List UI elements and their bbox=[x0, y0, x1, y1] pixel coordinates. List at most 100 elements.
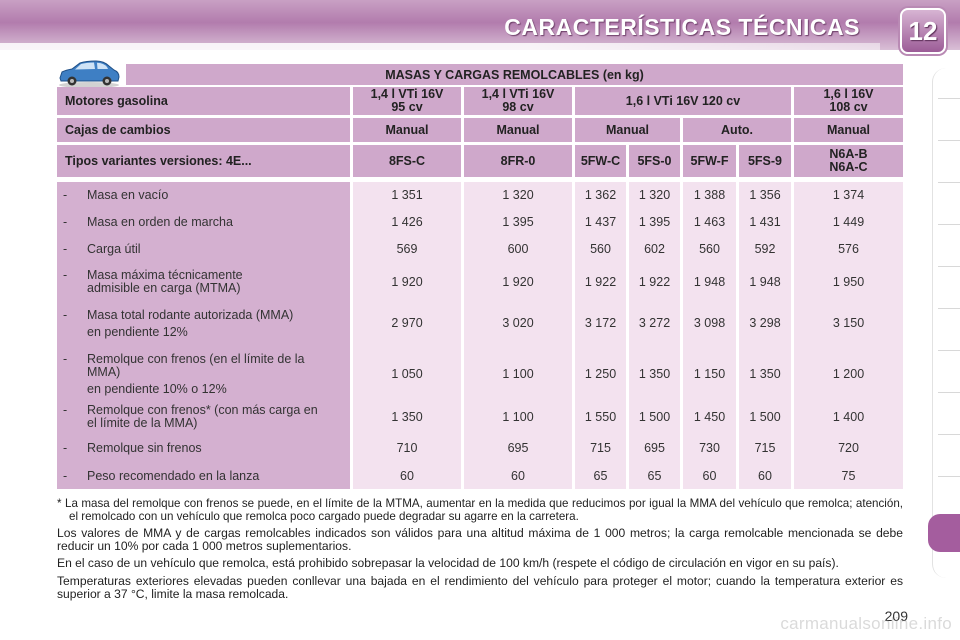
car-icon bbox=[59, 60, 120, 88]
table-cell: 1 362 bbox=[575, 182, 629, 209]
table-cell: 3 172 bbox=[575, 301, 629, 346]
table-cell: 1 350 bbox=[739, 346, 794, 402]
table-cell: 1 400 bbox=[794, 402, 903, 432]
page-number: 209 bbox=[884, 608, 908, 624]
row-label: - Remolque sin frenos bbox=[57, 432, 353, 464]
row-label: - Masa máxima técnicamente admisible en c… bbox=[57, 263, 353, 301]
gearbox-cell: Manual bbox=[464, 118, 575, 142]
side-tab[interactable] bbox=[938, 140, 960, 141]
row-label: - Carga útil bbox=[57, 236, 353, 263]
table-cell: 1 920 bbox=[464, 263, 575, 301]
row-label: - Masa en orden de marcha bbox=[57, 209, 353, 236]
table-cell: 1 395 bbox=[464, 209, 575, 236]
table-cell: 3 150 bbox=[794, 301, 903, 346]
header-band bbox=[0, 0, 960, 50]
table-cell: 720 bbox=[794, 432, 903, 464]
side-tab[interactable] bbox=[938, 308, 960, 309]
table-row: - Carga útil 569 600 560 602 560 592 576 bbox=[57, 236, 903, 263]
side-tab[interactable] bbox=[938, 98, 960, 99]
table-cell: 1 449 bbox=[794, 209, 903, 236]
variants-label: Tipos variantes versiones: 4E... bbox=[57, 145, 353, 177]
row-label: - Peso recomendado en la lanza bbox=[57, 464, 353, 489]
watermark: carmanualsonline.info bbox=[780, 614, 952, 633]
table-cell: 695 bbox=[464, 432, 575, 464]
table-cell: 730 bbox=[683, 432, 739, 464]
side-tab-strip bbox=[932, 68, 960, 578]
table-cell: 60 bbox=[353, 464, 464, 489]
table-caption: MASAS Y CARGAS REMOLCABLES (en kg) bbox=[126, 64, 903, 85]
table-cell: 1 948 bbox=[683, 263, 739, 301]
table-cell: 3 272 bbox=[629, 301, 683, 346]
table-cell: 576 bbox=[794, 236, 903, 263]
note-paragraph: Temperaturas exteriores elevadas pueden … bbox=[57, 573, 903, 601]
gearbox-cell: Manual bbox=[794, 118, 903, 142]
table-cell: 1 388 bbox=[683, 182, 739, 209]
variants-row: Tipos variantes versiones: 4E... 8FS-C 8… bbox=[57, 145, 903, 177]
engine-header: 1,4 l VTi 16V 95 cv bbox=[353, 87, 464, 115]
variant-cell: N6A-B N6A-C bbox=[794, 145, 903, 177]
table-cell: 602 bbox=[629, 236, 683, 263]
table-cell: 1 395 bbox=[629, 209, 683, 236]
table-cell: 65 bbox=[629, 464, 683, 489]
table-row: - Masa en vacío 1 351 1 320 1 362 1 320 1… bbox=[57, 182, 903, 209]
chapter-badge[interactable]: 12 bbox=[900, 8, 946, 54]
side-tab[interactable] bbox=[938, 476, 960, 477]
variant-cell: 5FS-9 bbox=[739, 145, 794, 177]
table-cell: 569 bbox=[353, 236, 464, 263]
row-label: - Masa total rodante autorizada (MMA) en p… bbox=[57, 301, 353, 346]
table-cell: 60 bbox=[739, 464, 794, 489]
side-tab[interactable] bbox=[938, 434, 960, 435]
table-cell: 1 320 bbox=[464, 182, 575, 209]
side-tab[interactable] bbox=[938, 182, 960, 183]
notes-section: * La masa del remolque con frenos se pue… bbox=[57, 497, 903, 605]
side-tab[interactable] bbox=[938, 392, 960, 393]
table-cell: 1 100 bbox=[464, 402, 575, 432]
table-cell: 1 463 bbox=[683, 209, 739, 236]
table-cell: 592 bbox=[739, 236, 794, 263]
gearbox-cell: Manual bbox=[575, 118, 683, 142]
gearbox-label: Cajas de cambios bbox=[57, 118, 353, 142]
row-label: - Masa en vacío bbox=[57, 182, 353, 209]
side-tab[interactable] bbox=[938, 266, 960, 267]
table-cell: 1 426 bbox=[353, 209, 464, 236]
table-cell: 1 450 bbox=[683, 402, 739, 432]
engine-header: 1,6 l VTi 16V 120 cv bbox=[575, 87, 794, 115]
table-cell: 1 050 bbox=[353, 346, 464, 402]
table-cell: 1 351 bbox=[353, 182, 464, 209]
table-cell: 1 920 bbox=[353, 263, 464, 301]
table-cell: 1 948 bbox=[739, 263, 794, 301]
side-tab[interactable] bbox=[938, 224, 960, 225]
table-cell: 1 250 bbox=[575, 346, 629, 402]
table-row: - Remolque sin frenos 710 695 715 695 730… bbox=[57, 432, 903, 464]
row-label: - Remolque con frenos (en el límite de la… bbox=[57, 346, 353, 402]
table-cell: 1 500 bbox=[629, 402, 683, 432]
header-highlight bbox=[0, 43, 880, 51]
side-tab[interactable] bbox=[938, 350, 960, 351]
engine-row: Motores gasolina 1,4 l VTi 16V 95 cv 1,4 … bbox=[57, 87, 903, 115]
table-row: - Peso recomendado en la lanza 60 60 65 6… bbox=[57, 464, 903, 489]
gearbox-row: Cajas de cambios Manual Manual Manual Au… bbox=[57, 118, 903, 142]
table-cell: 1 320 bbox=[629, 182, 683, 209]
variant-cell: 8FR-0 bbox=[464, 145, 575, 177]
engine-header: 1,4 l VTi 16V 98 cv bbox=[464, 87, 575, 115]
table-cell: 560 bbox=[575, 236, 629, 263]
table-cell: 1 350 bbox=[353, 402, 464, 432]
table-cell: 1 500 bbox=[739, 402, 794, 432]
table-cell: 560 bbox=[683, 236, 739, 263]
table-row: - Masa total rodante autorizada (MMA) en p… bbox=[57, 301, 903, 346]
table-cell: 1 437 bbox=[575, 209, 629, 236]
table-cell: 60 bbox=[464, 464, 575, 489]
table-cell: 1 150 bbox=[683, 346, 739, 402]
table-cell: 3 298 bbox=[739, 301, 794, 346]
gearbox-cell: Auto. bbox=[683, 118, 794, 142]
table-cell: 65 bbox=[575, 464, 629, 489]
table-cell: 60 bbox=[683, 464, 739, 489]
table-cell: 3 098 bbox=[683, 301, 739, 346]
table-cell: 715 bbox=[739, 432, 794, 464]
table-cell: 1 922 bbox=[575, 263, 629, 301]
side-tab-active[interactable] bbox=[928, 514, 960, 552]
table-cell: 3 020 bbox=[464, 301, 575, 346]
table-row: - Remolque con frenos (en el límite de la… bbox=[57, 346, 903, 402]
specs-table: Motores gasolina 1,4 l VTi 16V 95 cv 1,4 … bbox=[57, 87, 903, 489]
table-cell: 1 200 bbox=[794, 346, 903, 402]
